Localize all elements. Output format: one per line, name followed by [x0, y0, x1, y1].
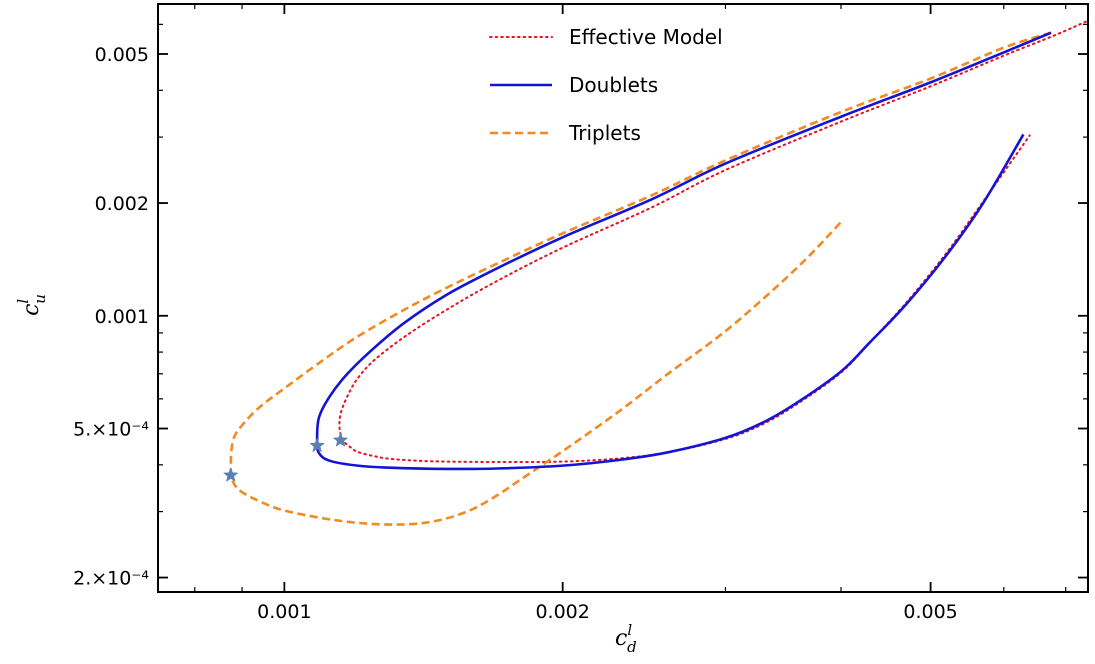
series-line-effective-model: [338, 20, 1087, 464]
y-axis-label-base: c: [19, 304, 44, 316]
star-marker: [309, 437, 325, 453]
y-tick-label: 2.×10⁻⁴: [73, 568, 149, 590]
y-axis-label-sub: u: [31, 294, 49, 304]
x-tick-label: 0.001: [257, 601, 311, 623]
y-axis-label: clu: [14, 294, 49, 316]
series-line-doublets: [315, 31, 1052, 471]
star-marker: [222, 467, 239, 482]
x-axis-label-base: c: [615, 626, 627, 651]
x-tick-label: 0.002: [535, 601, 589, 623]
legend: Effective Model Doublets Triplets: [489, 25, 723, 145]
y-axis-label-sup: l: [14, 299, 32, 304]
tick-layer: 0.001 0.002 0.005 2.×10⁻⁴ 5.×10⁻⁴ 0.001 0.002 0…: [73, 4, 1088, 623]
x-axis-label-sub: d: [627, 638, 637, 656]
y-tick-label: 0.005: [95, 44, 149, 66]
x-axis-label-sup: l: [627, 621, 632, 639]
marker-layer: [222, 432, 349, 482]
series-line-triplets: [229, 31, 1052, 526]
y-tick-label: 0.002: [95, 193, 149, 215]
series-layer: [229, 20, 1087, 526]
legend-label: Effective Model: [569, 25, 723, 49]
star-marker: [332, 432, 349, 447]
x-tick-label: 0.005: [903, 601, 957, 623]
y-tick-label: 0.001: [95, 306, 149, 328]
y-tick-label: 5.×10⁻⁴: [73, 419, 149, 441]
legend-label: Doublets: [569, 73, 658, 97]
legend-label: Triplets: [568, 121, 641, 145]
x-axis-label: cl d: [615, 621, 637, 656]
plot-frame: [157, 3, 1089, 593]
